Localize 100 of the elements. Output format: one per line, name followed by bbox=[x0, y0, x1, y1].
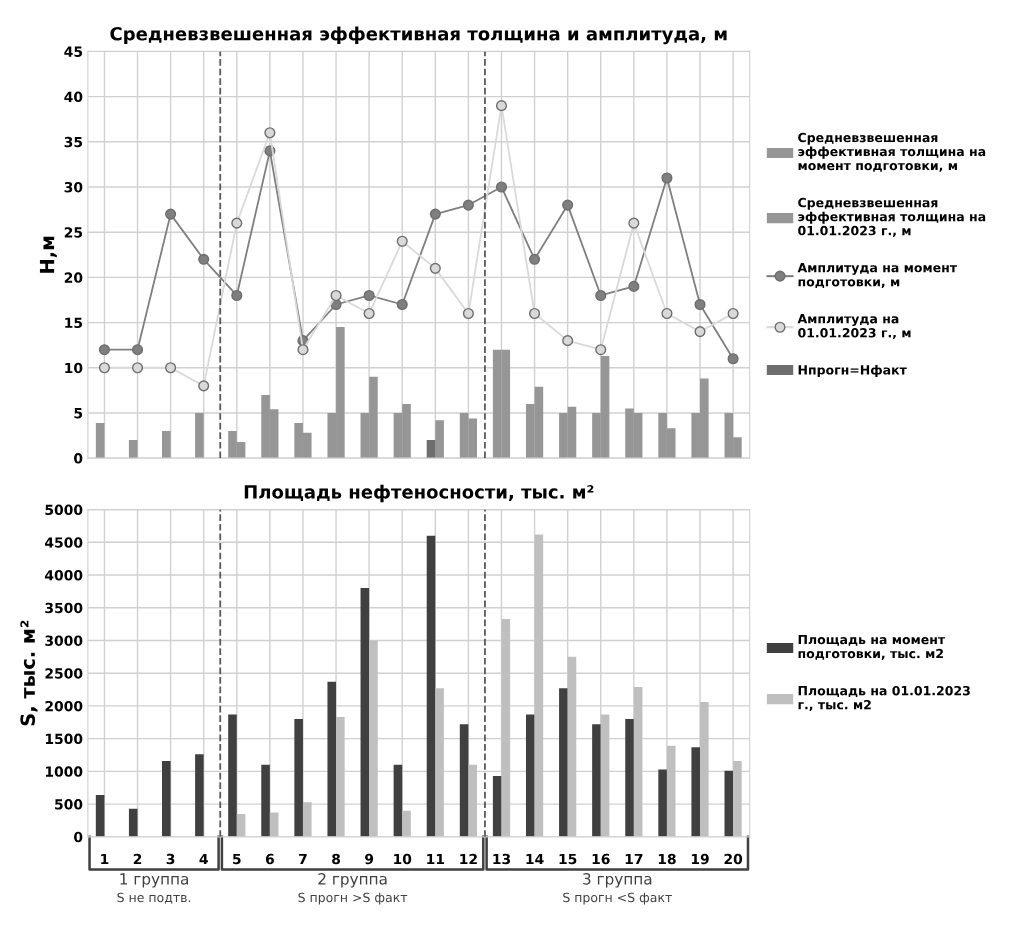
y-tick-label: 15 bbox=[65, 317, 83, 329]
x-tick-label: 6 bbox=[265, 853, 274, 865]
bar bbox=[195, 412, 204, 459]
x-tick-label: 4 bbox=[199, 853, 208, 865]
text: S прогн >S факт bbox=[298, 892, 408, 905]
bar bbox=[525, 714, 535, 837]
point bbox=[165, 362, 177, 374]
bar bbox=[691, 747, 701, 837]
point bbox=[495, 100, 508, 112]
point bbox=[628, 280, 640, 292]
x-tick-label: 17 bbox=[625, 853, 643, 865]
legend-label: Амплитуда на 01.01.2023 г., м bbox=[797, 314, 911, 340]
legend-label: Площадь на 01.01.2023 г., тыс. м2 bbox=[798, 685, 970, 711]
bar bbox=[534, 534, 544, 837]
bar bbox=[228, 714, 237, 837]
legend-label: Средневзвешенная эффективная толщина на момент подготовки, м bbox=[798, 132, 986, 172]
bar bbox=[95, 422, 105, 459]
bar bbox=[700, 702, 709, 837]
bar bbox=[195, 754, 204, 837]
bar bbox=[402, 810, 411, 837]
x-tick-label: 16 bbox=[592, 853, 610, 865]
y-tick-label: 4000 bbox=[45, 569, 83, 581]
point bbox=[231, 217, 243, 229]
text: 3 группа bbox=[583, 873, 652, 888]
bar bbox=[733, 760, 742, 837]
bar bbox=[162, 760, 171, 837]
x-tick-label: 10 bbox=[394, 853, 412, 865]
bar bbox=[426, 535, 436, 837]
bar bbox=[658, 769, 667, 837]
bar bbox=[567, 656, 577, 837]
point bbox=[727, 353, 739, 365]
bar bbox=[128, 440, 138, 459]
x-tick-label: 3 bbox=[166, 853, 175, 865]
point bbox=[595, 344, 607, 356]
legend-label: Амплитуда на момент подготовки, м bbox=[797, 263, 957, 289]
bar bbox=[459, 724, 469, 837]
text: 2 группа bbox=[318, 873, 387, 888]
y-axis-title: S, тыс. м² bbox=[20, 620, 38, 726]
point bbox=[363, 307, 375, 320]
y-tick-label: 500 bbox=[55, 799, 83, 810]
y-tick-label: 5 bbox=[74, 408, 83, 419]
bar bbox=[327, 681, 337, 837]
point bbox=[98, 344, 110, 356]
x-tick-label: 13 bbox=[493, 853, 511, 865]
x-tick-label: 8 bbox=[332, 853, 341, 865]
x-tick-label: 18 bbox=[658, 853, 676, 865]
bar bbox=[435, 688, 444, 837]
point bbox=[131, 344, 144, 356]
point bbox=[694, 326, 706, 338]
x-tick-label: 15 bbox=[559, 853, 577, 865]
text: S не подтв. bbox=[117, 892, 191, 904]
y-tick-label: 45 bbox=[64, 46, 83, 57]
bar bbox=[393, 764, 403, 837]
chart-title: Средневзвешенная эффективная толщина и амплитуда, м bbox=[110, 26, 727, 45]
bar bbox=[633, 686, 643, 837]
point bbox=[429, 262, 441, 274]
point bbox=[330, 289, 342, 302]
y-tick-label: 40 bbox=[64, 91, 83, 103]
bar bbox=[336, 717, 345, 837]
point bbox=[628, 217, 640, 229]
bar bbox=[435, 420, 444, 459]
x-tick-label: 2 bbox=[133, 853, 142, 865]
legend-label: Площадь на момент подготовки, тыс. м2 bbox=[798, 634, 946, 660]
y-tick-label: 3500 bbox=[45, 602, 83, 614]
bar bbox=[162, 431, 171, 459]
bar bbox=[592, 724, 601, 837]
y-tick-label: 2000 bbox=[45, 700, 83, 712]
point bbox=[297, 344, 309, 356]
bar bbox=[501, 618, 511, 837]
y-tick-label: 0 bbox=[74, 453, 83, 464]
bar bbox=[95, 794, 105, 837]
point bbox=[98, 362, 110, 374]
point bbox=[462, 199, 474, 211]
point bbox=[429, 208, 441, 220]
point bbox=[694, 298, 706, 311]
point bbox=[396, 235, 408, 247]
bar bbox=[492, 775, 502, 837]
bar bbox=[261, 764, 270, 837]
y-tick-label: 30 bbox=[64, 181, 83, 193]
chart-title: Площадь нефтеносности, тыс. м² bbox=[244, 484, 594, 503]
x-tick-label: 5 bbox=[233, 853, 241, 865]
y-tick-label: 4500 bbox=[45, 537, 83, 548]
point bbox=[661, 307, 673, 320]
text: S прогн <S факт bbox=[563, 892, 672, 905]
bar bbox=[724, 770, 734, 837]
point bbox=[727, 307, 739, 320]
bar bbox=[302, 802, 312, 837]
bar bbox=[128, 808, 138, 837]
x-tick-label: 12 bbox=[460, 853, 477, 865]
point bbox=[198, 380, 210, 392]
point bbox=[198, 253, 210, 265]
text: 1 группа bbox=[120, 873, 189, 888]
point bbox=[165, 208, 177, 220]
bar bbox=[666, 745, 676, 837]
legend-label: Средневзвешенная эффективная толщина на 01.01.2023 г., м bbox=[798, 197, 986, 237]
y-tick-label: 5000 bbox=[45, 504, 83, 516]
y-tick-label: 0 bbox=[74, 831, 83, 843]
y-tick-label: 1000 bbox=[45, 766, 83, 777]
x-tick-label: 11 bbox=[427, 853, 445, 865]
bar bbox=[600, 714, 610, 837]
